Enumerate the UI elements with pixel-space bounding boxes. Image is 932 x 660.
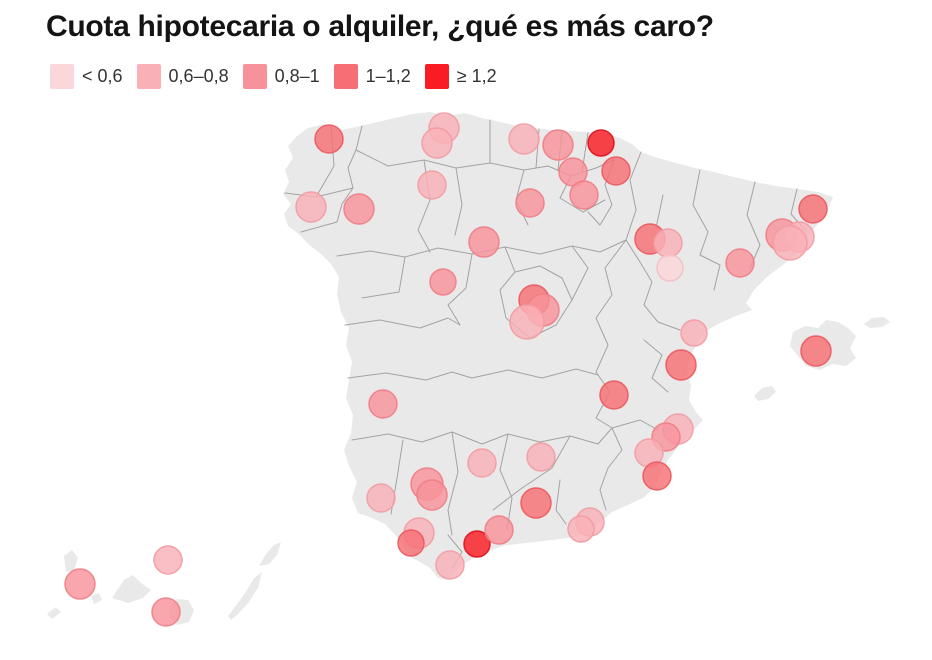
city-bubble[interactable]: [64, 568, 96, 600]
city-bubble[interactable]: [725, 248, 755, 278]
city-bubble[interactable]: [468, 226, 500, 258]
legend-swatch: [424, 64, 449, 89]
legend-swatch: [333, 64, 358, 89]
city-bubble[interactable]: [467, 448, 497, 478]
legend-label: < 0,6: [82, 66, 123, 86]
legend-item: ≥ 1,2: [424, 64, 497, 89]
legend-item: 0,6–0,8: [136, 64, 229, 89]
island-la-gomera: [91, 593, 102, 604]
city-bubble[interactable]: [366, 483, 396, 513]
city-bubble[interactable]: [542, 129, 574, 161]
city-bubble[interactable]: [416, 479, 448, 511]
city-bubble[interactable]: [772, 225, 808, 261]
city-bubble[interactable]: [314, 124, 344, 154]
city-bubble[interactable]: [656, 254, 684, 282]
city-bubble[interactable]: [526, 442, 556, 472]
city-bubble[interactable]: [509, 304, 545, 340]
city-bubble[interactable]: [463, 530, 491, 558]
city-bubble[interactable]: [435, 550, 465, 580]
city-bubble[interactable]: [653, 228, 683, 258]
city-bubble[interactable]: [665, 349, 697, 381]
city-bubble[interactable]: [417, 170, 447, 200]
chart-title: Cuota hipotecaria o alquiler, ¿qué es má…: [46, 10, 714, 43]
city-bubble[interactable]: [800, 335, 832, 367]
city-bubble[interactable]: [151, 597, 181, 627]
legend-label: 0,8–1: [274, 66, 320, 86]
city-bubble[interactable]: [343, 193, 375, 225]
legend-item: 0,8–1: [242, 64, 320, 89]
city-bubble[interactable]: [508, 123, 540, 155]
legend-label: 0,6–0,8: [168, 66, 229, 86]
island-lanzarote: [259, 542, 281, 566]
city-bubble[interactable]: [421, 127, 453, 159]
city-bubble[interactable]: [567, 515, 595, 543]
city-bubble[interactable]: [368, 389, 398, 419]
legend-label: ≥ 1,2: [456, 66, 497, 86]
island-ibiza: [754, 386, 776, 401]
island-el-hierro: [47, 607, 61, 619]
legend-swatch: [50, 64, 74, 89]
legend-swatch: [136, 64, 161, 89]
city-bubble[interactable]: [599, 380, 629, 410]
city-bubble[interactable]: [484, 515, 514, 545]
city-bubble[interactable]: [642, 461, 672, 491]
legend-swatch: [242, 64, 267, 89]
city-bubble[interactable]: [601, 156, 631, 186]
legend-label: 1–1,2: [365, 66, 411, 86]
city-bubble[interactable]: [153, 545, 183, 575]
city-bubble[interactable]: [295, 191, 327, 223]
city-bubble[interactable]: [587, 129, 615, 157]
legend-item: < 0,6: [50, 64, 123, 89]
city-bubble[interactable]: [680, 319, 708, 347]
island-la-palma: [64, 550, 78, 572]
city-bubble[interactable]: [798, 194, 828, 224]
city-bubble[interactable]: [515, 188, 545, 218]
city-bubble[interactable]: [397, 529, 425, 557]
city-bubble[interactable]: [429, 268, 457, 296]
legend: < 0,6 0,6–0,8 0,8–1 1–1,2 ≥ 1,2: [50, 64, 497, 89]
legend-item: 1–1,2: [333, 64, 411, 89]
island-menorca: [864, 317, 890, 328]
city-bubbles-layer: [64, 112, 832, 627]
city-bubble[interactable]: [569, 180, 599, 210]
island-tenerife: [112, 575, 151, 603]
island-fuerteventura: [228, 572, 262, 620]
province-borders: [284, 119, 807, 569]
city-bubble[interactable]: [520, 487, 552, 519]
spain-mainland: [283, 112, 833, 580]
